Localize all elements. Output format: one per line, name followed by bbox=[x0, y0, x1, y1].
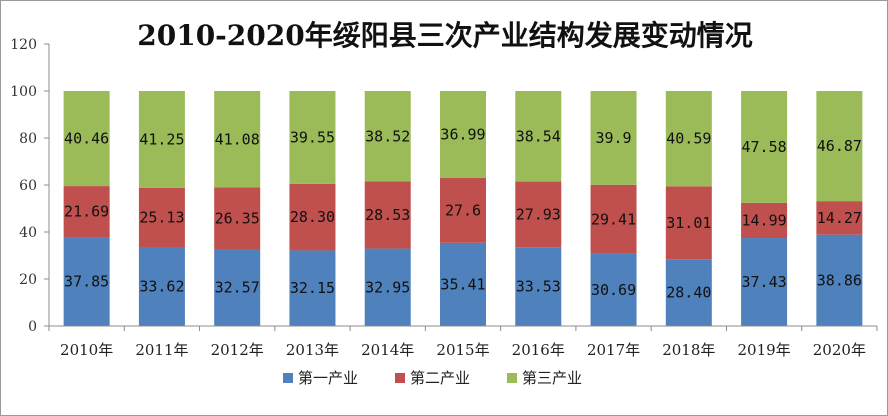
data-label: 25.13 bbox=[139, 208, 184, 226]
legend-label: 第二产业 bbox=[410, 369, 470, 387]
bar-segment bbox=[816, 201, 863, 235]
data-label: 21.69 bbox=[64, 203, 109, 221]
y-tick-label: 60 bbox=[19, 178, 37, 194]
data-label: 14.27 bbox=[817, 209, 862, 227]
bar-segment bbox=[364, 248, 411, 326]
y-tick-label: 20 bbox=[19, 272, 37, 288]
legend-label: 第三产业 bbox=[522, 369, 582, 387]
data-label: 41.25 bbox=[139, 130, 184, 148]
data-label: 39.55 bbox=[290, 128, 335, 146]
data-label: 28.53 bbox=[365, 206, 410, 224]
bar-segment bbox=[665, 259, 712, 326]
bar-segment bbox=[214, 249, 261, 326]
legend: 第一产业 第二产业 第三产业 bbox=[283, 369, 582, 387]
bar-segment bbox=[590, 91, 637, 185]
bar-segment bbox=[741, 202, 788, 239]
data-label: 14.99 bbox=[742, 211, 787, 229]
bar-series bbox=[63, 91, 863, 326]
bar-segment bbox=[138, 246, 185, 326]
data-label: 26.35 bbox=[215, 209, 260, 227]
bar-segment bbox=[289, 91, 336, 184]
chart-title: 2010-2020年绥阳县三次产业结构发展变动情况 bbox=[137, 19, 752, 52]
y-tick-label: 120 bbox=[10, 37, 37, 53]
x-tick-label: 2015年 bbox=[436, 341, 489, 359]
y-tick-label: 40 bbox=[19, 225, 37, 241]
bar-segment bbox=[63, 186, 110, 238]
bar-segment bbox=[138, 187, 185, 247]
x-tick-label: 2013年 bbox=[286, 341, 339, 359]
legend-swatch bbox=[283, 373, 293, 383]
data-label: 32.15 bbox=[290, 279, 335, 297]
y-tick-label: 0 bbox=[28, 319, 37, 335]
bar-segment bbox=[741, 238, 788, 326]
data-label: 36.99 bbox=[440, 125, 485, 143]
data-label: 39.9 bbox=[595, 129, 631, 147]
x-tick-label: 2016年 bbox=[512, 341, 565, 359]
bar-segment bbox=[214, 187, 261, 250]
y-tick-label: 80 bbox=[19, 131, 37, 147]
data-label: 33.53 bbox=[516, 278, 561, 296]
bar-segment bbox=[515, 181, 562, 248]
legend-label: 第一产业 bbox=[298, 369, 358, 387]
data-label: 28.40 bbox=[666, 284, 711, 302]
data-label: 29.41 bbox=[591, 210, 636, 228]
data-label: 27.93 bbox=[516, 205, 561, 223]
x-tick-label: 2019年 bbox=[737, 341, 790, 359]
bar-segment bbox=[515, 91, 562, 182]
x-tick-label: 2012年 bbox=[211, 341, 264, 359]
y-axis: 0 20 40 60 80 100 120 bbox=[10, 37, 50, 335]
data-label: 30.69 bbox=[591, 281, 636, 299]
data-label: 40.59 bbox=[666, 130, 711, 148]
bar-segment bbox=[515, 247, 562, 326]
bar-segment bbox=[440, 177, 486, 243]
bar-segment bbox=[289, 250, 336, 326]
data-label: 32.57 bbox=[215, 279, 260, 297]
bar-segment bbox=[816, 91, 863, 202]
bar-segment bbox=[138, 91, 185, 188]
data-label: 40.46 bbox=[64, 130, 109, 148]
legend-swatch bbox=[395, 373, 405, 383]
x-tick-label: 2017年 bbox=[587, 341, 640, 359]
data-label: 46.87 bbox=[817, 137, 862, 155]
x-tick-label: 2018年 bbox=[662, 341, 715, 359]
bar-segment bbox=[63, 237, 110, 326]
data-label: 38.52 bbox=[365, 127, 410, 145]
bar-segment bbox=[665, 186, 712, 260]
x-tick-label: 2014年 bbox=[361, 341, 414, 359]
data-label: 31.01 bbox=[666, 214, 711, 232]
data-label: 32.95 bbox=[365, 278, 410, 296]
data-label: 41.08 bbox=[215, 130, 260, 148]
x-tick-label: 2010年 bbox=[60, 341, 113, 359]
bar-segment bbox=[665, 91, 712, 187]
bar-segment bbox=[816, 234, 863, 326]
data-label: 27.6 bbox=[445, 201, 481, 219]
data-labels: 37.85 21.69 40.46 33.62 25.13 41.25 32.57 26.35… bbox=[64, 125, 862, 301]
data-label: 35.41 bbox=[440, 275, 485, 293]
x-tick-label: 2020年 bbox=[813, 341, 866, 359]
x-axis: 2010年 2011年 2012年 2013年 2014年 2015年 2016年 2017年… bbox=[48, 325, 878, 359]
data-label: 28.30 bbox=[290, 208, 335, 226]
y-tick-label: 100 bbox=[10, 84, 37, 100]
bar-segment bbox=[590, 253, 637, 326]
data-label: 37.43 bbox=[742, 273, 787, 291]
bar-segment bbox=[440, 91, 486, 178]
data-label: 37.85 bbox=[64, 273, 109, 291]
data-label: 33.62 bbox=[139, 277, 184, 295]
x-tick-label: 2011年 bbox=[135, 341, 188, 359]
bar-segment bbox=[63, 91, 110, 187]
bar-segment bbox=[289, 183, 336, 251]
legend-swatch bbox=[507, 373, 517, 383]
data-label: 38.54 bbox=[516, 127, 561, 145]
bar-segment bbox=[741, 91, 788, 203]
data-label: 47.58 bbox=[742, 138, 787, 156]
bar-segment bbox=[440, 242, 486, 326]
bar-segment bbox=[214, 91, 261, 188]
bar-segment bbox=[364, 181, 411, 249]
data-label: 38.86 bbox=[817, 271, 862, 289]
bar-segment bbox=[590, 184, 637, 254]
bar-segment bbox=[364, 91, 411, 182]
